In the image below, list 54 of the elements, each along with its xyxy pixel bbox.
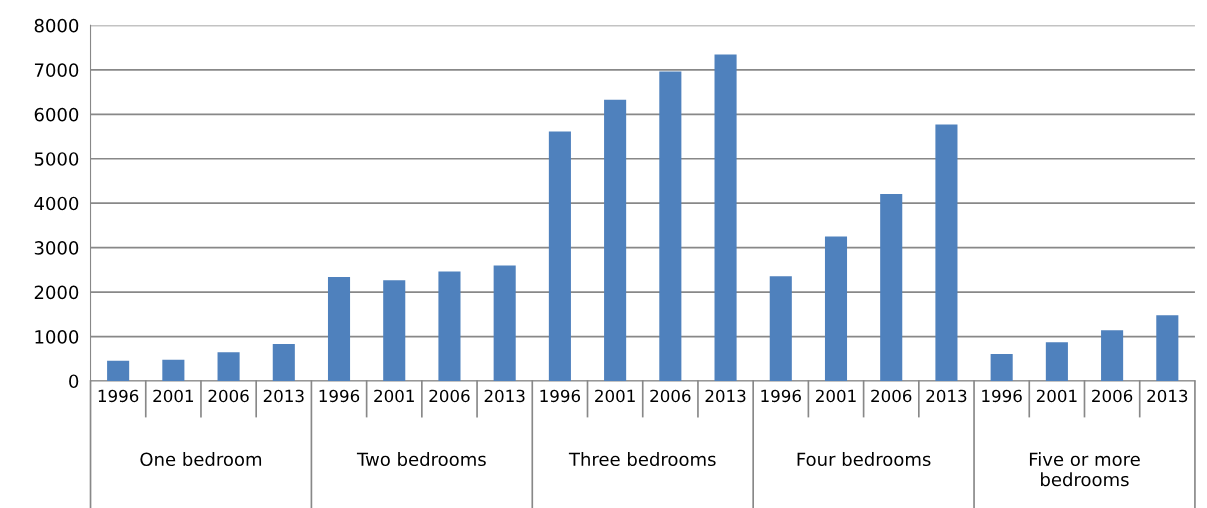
bar [438,271,461,381]
y-tick-label: 8000 [34,18,79,33]
bar [1045,342,1068,381]
x-tick-label: 1996 [540,389,581,403]
x-tick-label: 2013 [484,389,525,403]
x-tick-label: 2006 [429,389,470,403]
bar [769,276,792,381]
y-tick-label: 6000 [34,107,79,122]
x-tick-label: 1996 [319,389,360,403]
bar [714,54,737,381]
text: Two bedrooms [356,452,486,467]
text: Five or more bedrooms [1029,452,1140,487]
x-tick-label: 2001 [816,389,856,403]
text: Four bedrooms [797,452,931,467]
x-tick-label: 2001 [595,389,635,403]
bar [990,354,1013,381]
bar [1101,330,1124,381]
bar [659,71,682,381]
x-tick-label: 1996 [761,389,801,403]
x-tick-label: 2013 [1147,389,1188,403]
bar [1156,315,1179,381]
x-tick-label: 2006 [650,389,691,403]
y-tick-label: 3000 [34,241,79,255]
bar [824,236,848,381]
x-tick-label: 1996 [982,389,1022,403]
bar [162,359,185,381]
bar [935,124,958,381]
x-tick-label: 2001 [374,389,414,403]
y-tick-label: 2000 [34,285,79,300]
bar [604,99,627,381]
bar [493,265,516,381]
text: Three bedrooms [568,452,716,467]
bar [548,131,571,381]
bar [217,352,240,381]
x-tick-label: 2001 [153,389,194,403]
x-tick-label: 2013 [926,389,967,403]
bar [327,277,351,381]
y-tick-label: 0 [69,374,79,389]
x-tick-label: 2013 [705,389,746,403]
x-tick-label: 1996 [98,389,139,403]
x-tick-label: 2006 [871,389,912,403]
y-tick-label: 5000 [34,152,79,166]
bar [880,194,903,381]
y-tick-label: 1000 [35,330,79,344]
y-tick-label: 4000 [34,196,79,211]
bar [107,360,130,381]
y-tick-label: 7000 [34,63,79,77]
text: One bedroom [140,452,262,467]
x-tick-label: 2006 [208,389,249,403]
x-tick-label: 2013 [263,389,304,403]
x-tick-label: 2006 [1092,389,1133,403]
x-tick-label: 2001 [1036,389,1077,403]
bar [272,344,295,381]
bar [383,280,406,381]
